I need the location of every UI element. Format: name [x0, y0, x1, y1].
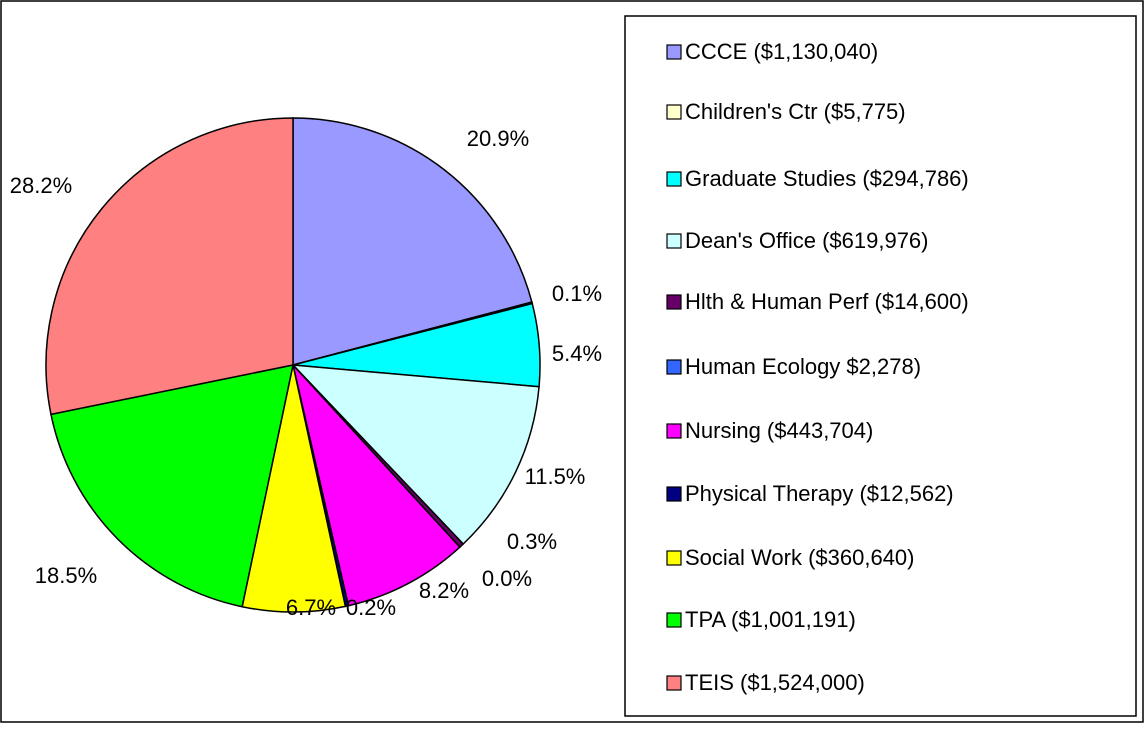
legend-swatch: [666, 359, 682, 375]
legend-swatch: [666, 171, 682, 187]
legend-swatch: [666, 486, 682, 502]
legend-label: Children's Ctr ($5,775): [685, 99, 906, 124]
legend-box: [624, 15, 1137, 717]
legend-swatch: [666, 550, 682, 566]
legend: CCCE ($1,130,040) Children's Ctr ($5,775)…: [666, 39, 969, 695]
data-label: 20.9%: [467, 126, 529, 151]
data-label: 0.1%: [552, 281, 602, 306]
data-label: 11.5%: [525, 464, 586, 489]
legend-label: TEIS ($1,524,000): [685, 670, 865, 695]
legend-label: Hlth & Human Perf ($14,600): [685, 289, 969, 314]
pie-slice: [50, 364, 294, 608]
legend-swatch: [666, 675, 682, 691]
legend-label: CCCE ($1,130,040): [685, 39, 878, 64]
data-label: 5.4%: [552, 341, 602, 366]
pie-slice: [292, 117, 533, 366]
data-label: 0.0%: [482, 566, 532, 591]
legend-label: Nursing ($443,704): [685, 418, 873, 443]
legend-swatch: [666, 104, 682, 120]
pie-slice: [45, 117, 294, 416]
legend-label: TPA ($1,001,191): [685, 607, 856, 632]
data-label: 8.2%: [419, 578, 469, 603]
data-label: 0.3%: [507, 529, 557, 554]
legend-label: Graduate Studies ($294,786): [685, 166, 969, 191]
legend-swatch: [666, 233, 682, 249]
legend-swatch: [666, 612, 682, 628]
pie-slice: [291, 364, 540, 546]
legend-swatch: [666, 44, 682, 60]
legend-swatch: [666, 294, 682, 310]
pie: [45, 117, 541, 613]
legend-label: Dean's Office ($619,976): [685, 228, 929, 253]
data-label: 0.2%: [346, 595, 396, 620]
legend-label: Physical Therapy ($12,562): [685, 481, 954, 506]
legend-label: Social Work ($360,640): [685, 545, 915, 570]
legend-swatch: [666, 423, 682, 439]
data-label: 28.2%: [10, 173, 72, 198]
legend-label: Human Ecology $2,278): [685, 354, 921, 379]
data-label: 6.7%: [286, 595, 336, 620]
data-label: 18.5%: [35, 563, 97, 588]
